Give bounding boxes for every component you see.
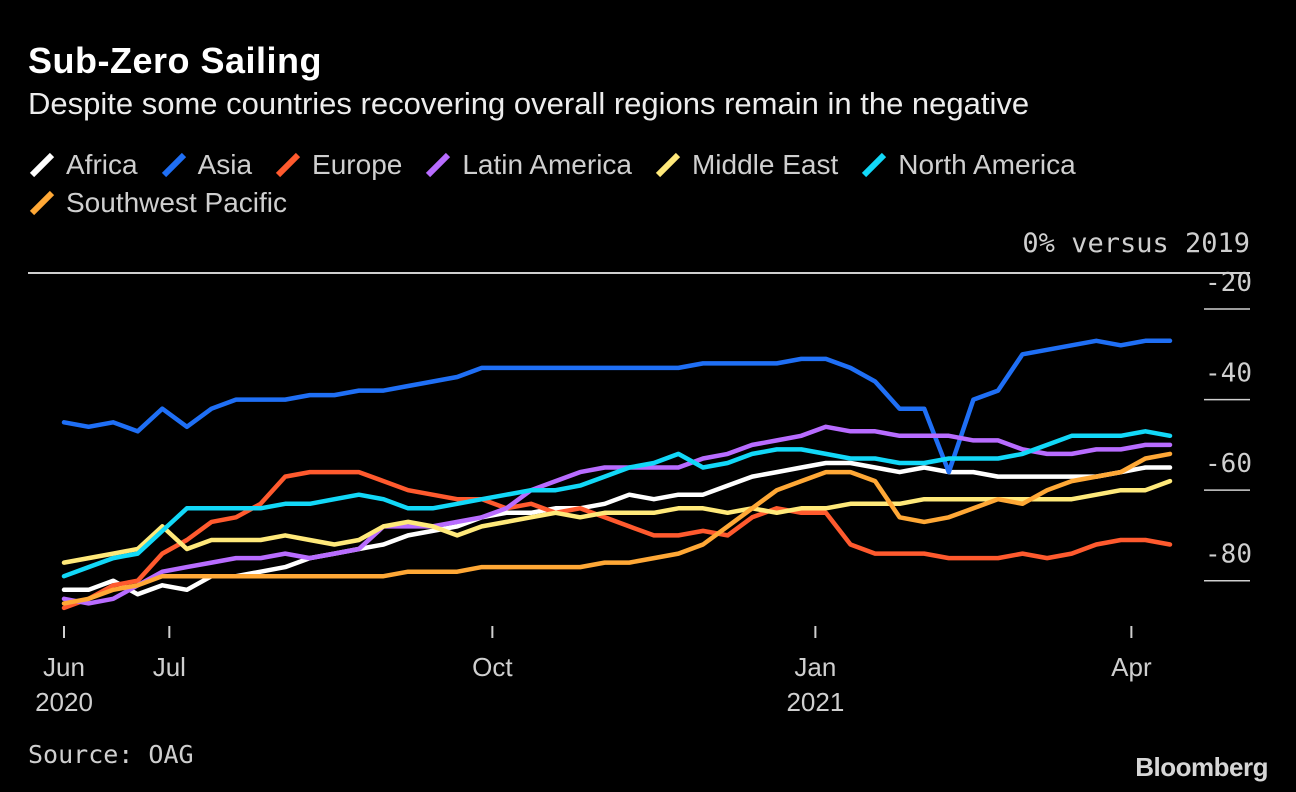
y-tick-label: -40 xyxy=(1205,359,1252,389)
bloomberg-logo: Bloomberg xyxy=(1135,752,1268,782)
legend-item-europe: Europe xyxy=(274,149,403,180)
legend-item-latin-america: Latin America xyxy=(424,149,632,180)
series-lines xyxy=(61,338,1173,611)
chart-title: Sub-Zero Sailing xyxy=(28,40,323,81)
legend-label: Latin America xyxy=(462,149,632,180)
series-line-north-america xyxy=(61,429,1173,579)
legend-item-southwest-pacific: Southwest Pacific xyxy=(28,187,287,218)
legend-label: Middle East xyxy=(691,149,839,180)
legend-label: North America xyxy=(898,149,1076,180)
x-tick-month: Oct xyxy=(472,652,513,682)
chart-subtitle: Despite some countries recovering overal… xyxy=(28,86,1030,121)
unit-label: 0% versus 2019 xyxy=(1022,228,1250,259)
legend-swatch xyxy=(29,152,55,178)
series-line-middle-east xyxy=(61,478,1173,565)
series-line-latin-america xyxy=(61,424,1173,606)
y-tick-label: -80 xyxy=(1205,540,1252,570)
legend-item-middle-east: Middle East xyxy=(654,149,839,180)
x-tick-month: Jun xyxy=(43,652,85,682)
legend-swatch xyxy=(655,152,681,178)
x-tick-year: 2021 xyxy=(786,687,844,717)
legend-item-north-america: North America xyxy=(860,149,1076,180)
x-axis: Jun 2020 Jul Oct Jan 2021 Apr xyxy=(35,626,1152,717)
x-tick-year: 2020 xyxy=(35,687,93,717)
legend-label: Asia xyxy=(197,149,253,180)
x-tick-month: Jan xyxy=(794,652,836,682)
legend-label: Southwest Pacific xyxy=(66,187,287,218)
legend-swatch xyxy=(161,152,186,178)
legend-swatch xyxy=(275,152,301,178)
y-tick-label: -20 xyxy=(1205,268,1252,298)
legend-swatch xyxy=(426,152,451,178)
legend-swatch xyxy=(29,190,55,216)
series-line-asia xyxy=(61,338,1173,475)
x-tick-month: Jul xyxy=(153,652,186,682)
series-line-southwest-pacific xyxy=(61,451,1173,606)
legend-item-asia: Asia xyxy=(160,149,253,180)
legend-swatch xyxy=(862,152,887,178)
legend-item-africa: Africa xyxy=(28,149,138,180)
legend-label: Europe xyxy=(312,149,403,180)
x-tick-month: Apr xyxy=(1111,652,1152,682)
y-axis: -20 -40 -60 -80 xyxy=(1204,268,1252,582)
legend-label: Africa xyxy=(66,149,138,180)
y-tick-label: -60 xyxy=(1205,449,1252,479)
source-note: Source: OAG xyxy=(28,740,194,769)
legend: Africa Asia Europe Latin America Middle East… xyxy=(28,149,1268,218)
